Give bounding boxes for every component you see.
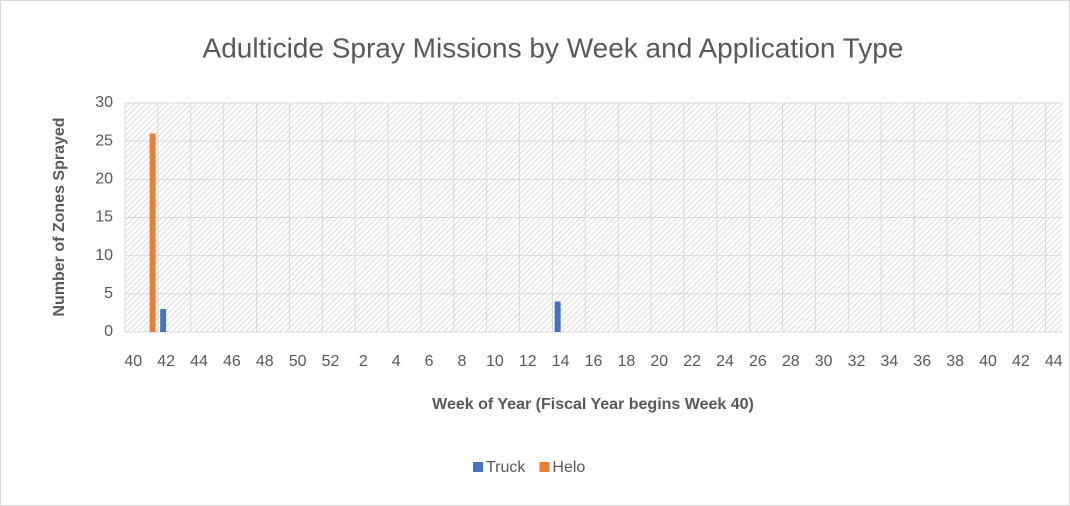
chart-title: Adulticide Spray Missions by Week and Ap… [203,32,904,63]
y-tick-label: 15 [95,209,113,226]
legend-label: Helo [552,459,585,476]
y-tick-label: 25 [95,132,113,149]
bar [160,309,167,332]
x-tick-label: 12 [519,353,537,370]
x-tick-label: 50 [289,353,307,370]
x-tick-label: 42 [157,353,175,370]
x-tick-label: 40 [124,353,142,370]
y-tick-label: 0 [104,323,113,340]
x-tick-label: 14 [552,353,570,370]
x-tick-label: 22 [683,353,701,370]
x-tick-label: 38 [946,353,964,370]
y-tick-label: 10 [95,247,113,264]
x-tick-label: 20 [650,353,668,370]
x-tick-label: 18 [617,353,635,370]
x-tick-label: 52 [322,353,340,370]
x-tick-label: 8 [458,353,467,370]
x-tick-label: 6 [425,353,434,370]
x-tick-label: 10 [486,353,504,370]
x-tick-label: 34 [880,353,898,370]
legend-swatch [473,462,483,472]
x-tick-label: 46 [223,353,241,370]
x-tick-label: 16 [585,353,603,370]
y-axis-label: Number of Zones Sprayed [51,117,68,316]
legend-swatch [539,462,550,472]
x-tick-label: 40 [979,353,997,370]
bar [149,133,156,332]
legend-label: Truck [486,459,526,476]
y-tick-label: 30 [95,94,113,111]
x-tick-label: 44 [190,353,208,370]
x-tick-label: 48 [256,353,274,370]
x-tick-label: 4 [392,353,401,370]
x-tick-label: 36 [913,353,931,370]
x-tick-label: 42 [1012,353,1030,370]
y-tick-label: 20 [95,171,113,188]
x-tick-label: 26 [749,353,767,370]
x-tick-label: 28 [782,353,800,370]
x-tick-label: 30 [815,353,833,370]
x-tick-label: 32 [848,353,866,370]
bar [554,301,561,332]
x-axis-label: Week of Year (Fiscal Year begins Week 40… [432,396,754,413]
y-tick-label: 5 [104,285,113,302]
x-tick-label: 24 [716,353,734,370]
x-tick-label: 44 [1045,353,1063,370]
x-tick-label: 2 [359,353,368,370]
